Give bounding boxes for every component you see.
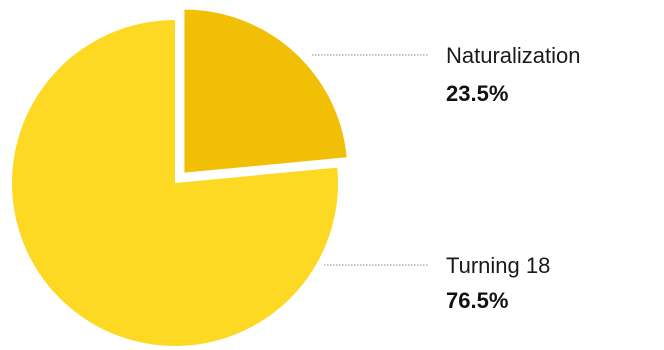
pie-slice-turning-18 [12,20,339,346]
labels-layer: Naturalization 23.5% Turning 18 76.5% [446,43,581,313]
leader-lines-layer [312,54,428,266]
slice-value-label: 23.5% [446,81,508,106]
slice-label: Turning 18 [446,253,550,278]
pie-slice-naturalization [184,9,347,173]
slice-label: Naturalization [446,43,581,68]
slice-value-label: 76.5% [446,288,508,313]
slices-layer [12,9,347,346]
